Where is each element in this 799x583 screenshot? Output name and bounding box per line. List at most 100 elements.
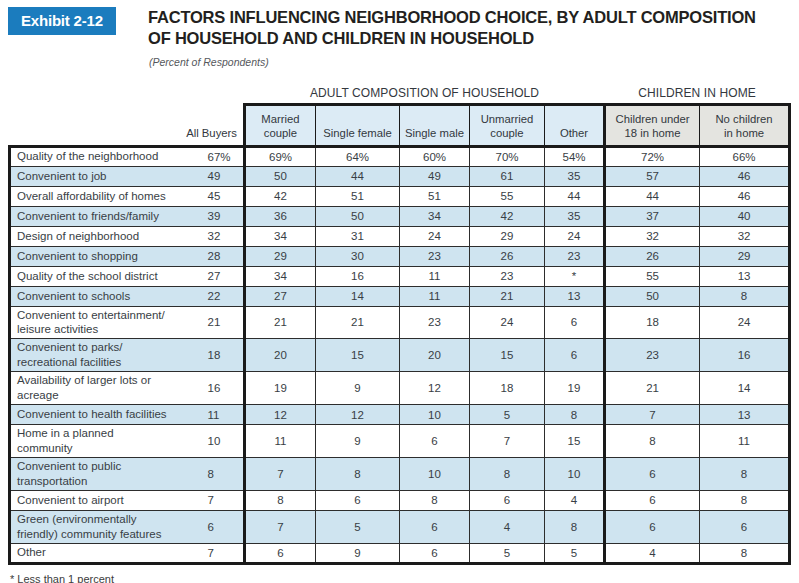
cell-value: 67% [175, 146, 245, 166]
cell-value: 46 [700, 166, 790, 186]
column-header-row: All Buyers Married couple Single female … [10, 104, 790, 146]
cell-value: 29 [700, 246, 790, 266]
cell-value: 6 [605, 458, 700, 491]
cell-value: 4 [545, 490, 605, 510]
cell-value: 15 [545, 425, 605, 458]
cell-value: 13 [545, 286, 605, 306]
cell-value: 7 [605, 405, 700, 425]
column-header-children-under-18: Children under 18 in home [605, 104, 700, 146]
group-header-spacer [10, 84, 245, 104]
group-header-adult-composition: ADULT COMPOSITION OF HOUSEHOLD [245, 84, 605, 104]
cell-value: 19 [245, 372, 316, 405]
cell-value: 14 [316, 286, 400, 306]
cell-value: 51 [316, 186, 400, 206]
cell-value: 57 [605, 166, 700, 186]
cell-value: 6 [545, 306, 605, 339]
cell-value: 9 [316, 543, 400, 563]
cell-value: 55 [605, 266, 700, 286]
cell-value: 27 [245, 286, 316, 306]
table-row: Green (environmentally friendly) communi… [10, 510, 790, 543]
cell-value: 8 [700, 490, 790, 510]
cell-value: 44 [605, 186, 700, 206]
cell-value: 6 [605, 510, 700, 543]
cell-value: 15 [316, 339, 400, 372]
cell-value: 29 [470, 226, 545, 246]
row-label: Convenient to public transportation [10, 458, 175, 491]
cell-value: 19 [545, 372, 605, 405]
cell-value: 34 [245, 266, 316, 286]
column-header-factor [10, 104, 175, 146]
cell-value: 6 [470, 490, 545, 510]
cell-value: 5 [470, 405, 545, 425]
cell-value: 21 [605, 372, 700, 405]
cell-value: 39 [175, 206, 245, 226]
cell-value: 8 [175, 458, 245, 491]
cell-value: 11 [700, 425, 790, 458]
cell-value: 35 [545, 206, 605, 226]
cell-value: 32 [175, 226, 245, 246]
cell-value: 22 [175, 286, 245, 306]
cell-value: 10 [400, 458, 470, 491]
cell-value: 45 [175, 186, 245, 206]
row-label: Convenient to shopping [10, 246, 175, 266]
table-row: Convenient to airport78686468 [10, 490, 790, 510]
cell-value: 27 [175, 266, 245, 286]
group-header-row: ADULT COMPOSITION OF HOUSEHOLD CHILDREN … [10, 84, 790, 104]
cell-value: 26 [470, 246, 545, 266]
table-row: Quality of the neighborhood67%69%64%60%7… [10, 146, 790, 166]
cell-value: 8 [400, 490, 470, 510]
column-header-all-buyers: All Buyers [175, 104, 245, 146]
cell-value: 6 [400, 510, 470, 543]
row-label: Other [10, 543, 175, 563]
cell-value: 35 [545, 166, 605, 186]
row-label: Convenient to entertainment/ leisure act… [10, 306, 175, 339]
cell-value: 29 [245, 246, 316, 266]
table-row: Convenient to health facilities111212105… [10, 405, 790, 425]
row-label: Overall affordability of homes [10, 186, 175, 206]
row-label: Convenient to parks/ recreational facili… [10, 339, 175, 372]
cell-value: 8 [470, 458, 545, 491]
cell-value: 32 [700, 226, 790, 246]
footnote: * Less than 1 percent [10, 573, 114, 583]
column-header-single-female: Single female [316, 104, 400, 146]
factors-table: ADULT COMPOSITION OF HOUSEHOLD CHILDREN … [8, 84, 791, 565]
column-header-married-couple: Married couple [245, 104, 316, 146]
page-title: FACTORS INFLUENCING NEIGHBORHOOD CHOICE,… [148, 7, 793, 49]
cell-value: 23 [470, 266, 545, 286]
cell-value: 11 [400, 266, 470, 286]
cell-value: 21 [175, 306, 245, 339]
cell-value: 6 [605, 490, 700, 510]
cell-value: 5 [470, 543, 545, 563]
cell-value: 6 [316, 490, 400, 510]
cell-value: 24 [545, 226, 605, 246]
cell-value: 40 [700, 206, 790, 226]
row-label: Convenient to airport [10, 490, 175, 510]
cell-value: 21 [470, 286, 545, 306]
cell-value: 49 [400, 166, 470, 186]
cell-value: 5 [545, 543, 605, 563]
cell-value: 18 [605, 306, 700, 339]
cell-value: 46 [700, 186, 790, 206]
cell-value: 49 [175, 166, 245, 186]
cell-value: 12 [316, 405, 400, 425]
cell-value: 20 [245, 339, 316, 372]
row-label: Convenient to friends/family [10, 206, 175, 226]
row-label: Quality of the neighborhood [10, 146, 175, 166]
cell-value: 7 [175, 543, 245, 563]
cell-value: 6 [175, 510, 245, 543]
cell-value: 51 [400, 186, 470, 206]
table-row: Home in a planned community101196715811 [10, 425, 790, 458]
row-label: Convenient to job [10, 166, 175, 186]
cell-value: 44 [545, 186, 605, 206]
column-header-other: Other [545, 104, 605, 146]
cell-value: 31 [316, 226, 400, 246]
cell-value: 7 [470, 425, 545, 458]
table-row: Availability of larger lots or acreage16… [10, 372, 790, 405]
cell-value: 36 [245, 206, 316, 226]
cell-value: 11 [175, 405, 245, 425]
cell-value: 66% [700, 146, 790, 166]
cell-value: 6 [400, 543, 470, 563]
cell-value: 50 [245, 166, 316, 186]
cell-value: 18 [175, 339, 245, 372]
row-label: Quality of the school district [10, 266, 175, 286]
